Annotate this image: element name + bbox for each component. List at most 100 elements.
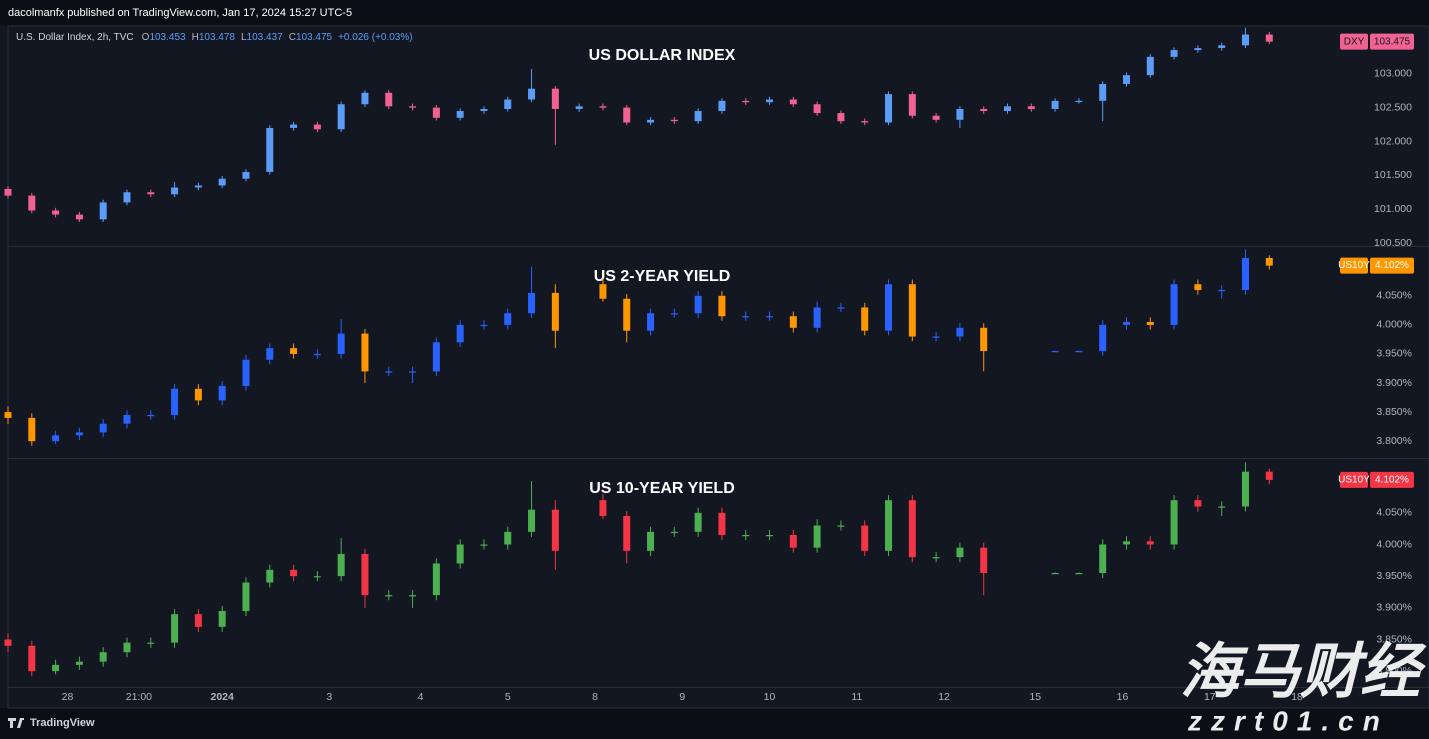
candle-body: [242, 359, 250, 386]
candle-body: [694, 111, 702, 122]
x-tick-label: 16: [1117, 691, 1129, 703]
y-tick-label: 3.800%: [1376, 665, 1412, 677]
candle-body: [694, 512, 702, 532]
candle-body: [504, 99, 512, 109]
candle-body: [742, 100, 750, 103]
candle-body: [813, 525, 821, 548]
candle-body: [980, 547, 988, 573]
price-label: 4.102%: [1375, 260, 1409, 271]
candle-body: [1170, 50, 1178, 57]
candle-body: [99, 423, 107, 433]
candle-body: [52, 210, 60, 215]
symbol-label: DXY: [1344, 36, 1365, 47]
candle-body: [623, 298, 631, 331]
candle-body: [670, 531, 678, 534]
candle-body: [337, 333, 345, 354]
candle-body: [290, 124, 298, 128]
watermark-site: zzrt01.cn: [1187, 705, 1389, 736]
candle-body: [218, 385, 226, 401]
candle-body: [647, 531, 655, 551]
candle-body: [766, 99, 774, 103]
candle-body: [1004, 106, 1012, 112]
candle-body: [1027, 106, 1035, 109]
candle-body: [432, 107, 440, 118]
pane-title: US 10-YEAR YIELD: [589, 480, 735, 497]
x-tick-label: 2024: [211, 691, 235, 703]
x-tick-label: 21:00: [126, 691, 152, 703]
legend-key: C: [289, 32, 296, 43]
candle-body: [647, 313, 655, 331]
candle-body: [432, 342, 440, 372]
y-tick-label: 3.950%: [1376, 348, 1412, 360]
candle-body: [409, 371, 417, 373]
candle-body: [647, 119, 655, 123]
candle-body: [75, 214, 83, 220]
candle-body: [1122, 541, 1130, 545]
candle-body: [599, 284, 607, 299]
candle-body: [1194, 48, 1202, 51]
candle-body: [361, 333, 369, 372]
candle-body: [1099, 544, 1107, 573]
candle-body: [885, 94, 893, 123]
y-tick-label: 4.000%: [1376, 319, 1412, 331]
candle-body: [4, 188, 12, 196]
candle-body: [194, 388, 202, 401]
candle-body: [504, 531, 512, 545]
candle-body: [1075, 351, 1083, 353]
x-tick-label: 17: [1204, 691, 1216, 703]
x-tick-label: 9: [679, 691, 685, 703]
candle-body: [1194, 500, 1202, 507]
candle-body: [385, 92, 393, 107]
candle-body: [52, 435, 60, 442]
candle-body: [337, 104, 345, 130]
candle-body: [1051, 100, 1059, 109]
candle-body: [480, 324, 488, 327]
candle-body: [861, 121, 869, 123]
price-badge: [1370, 257, 1414, 274]
x-tick-label: 8: [592, 691, 598, 703]
legend-value: 103.453: [149, 32, 186, 43]
candle-body: [504, 313, 512, 325]
candle-body: [313, 124, 321, 130]
x-tick-label: 12: [938, 691, 950, 703]
candle-body: [385, 371, 393, 373]
candle-body: [670, 313, 678, 315]
candle-body: [480, 108, 488, 112]
candle-body: [266, 348, 274, 360]
marks: 28 21:00 2024 3 4 5 8 9 10 11 12 15 16 17 18 US DOLLAR …: [4, 27, 1414, 703]
x-tick-label: 5: [505, 691, 511, 703]
candle-body: [218, 611, 226, 627]
candle-body: [718, 512, 726, 535]
candle-body: [1146, 321, 1154, 325]
x-tick-label: 10: [764, 691, 776, 703]
candle-body: [4, 639, 12, 646]
candle-body: [1170, 500, 1178, 545]
candle-body: [1241, 34, 1249, 46]
candle-body: [623, 107, 631, 123]
candle-body: [813, 307, 821, 328]
candle-body: [147, 192, 155, 195]
candle-body: [194, 185, 202, 188]
candle-body: [837, 307, 845, 309]
candle-body: [742, 535, 750, 537]
candle-body: [123, 192, 131, 203]
legend-change: +0.026 (+0.03%): [338, 32, 413, 43]
y-tick-label: 101.500: [1374, 169, 1412, 181]
candle-body: [980, 108, 988, 112]
candle-body: [1099, 83, 1107, 101]
candle-body: [290, 348, 298, 354]
y-tick-label: 102.000: [1374, 135, 1412, 147]
candle-body: [980, 327, 988, 352]
candle-body: [1265, 34, 1273, 42]
candle-body: [75, 432, 83, 436]
x-tick-label: 28: [62, 691, 74, 703]
candle-body: [1122, 321, 1130, 325]
candle-body: [1241, 471, 1249, 507]
candle-body: [789, 316, 797, 328]
y-tick-label: 103.000: [1374, 68, 1412, 80]
candle-body: [456, 111, 464, 118]
candle-body: [861, 525, 869, 551]
y-tick-label: 3.900%: [1376, 377, 1412, 389]
candle-body: [337, 554, 345, 577]
candle-body: [694, 295, 702, 314]
